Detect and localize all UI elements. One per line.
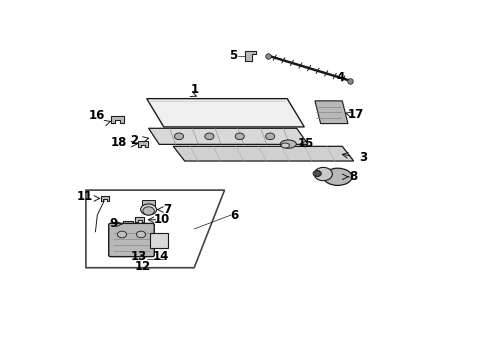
Polygon shape (123, 221, 133, 227)
Polygon shape (147, 99, 304, 127)
Circle shape (266, 133, 275, 140)
Bar (150, 233, 168, 248)
Polygon shape (315, 101, 348, 123)
Ellipse shape (323, 168, 352, 185)
Text: 9: 9 (110, 217, 118, 230)
Text: 15: 15 (298, 137, 315, 150)
Text: 17: 17 (347, 108, 364, 121)
Text: 4: 4 (336, 71, 344, 84)
Text: 5: 5 (229, 49, 237, 62)
Polygon shape (138, 141, 148, 147)
Circle shape (205, 133, 214, 140)
Polygon shape (101, 196, 109, 201)
Polygon shape (245, 51, 256, 61)
Text: 2: 2 (130, 134, 138, 147)
Text: 11: 11 (77, 190, 93, 203)
Circle shape (136, 231, 146, 238)
Bar (142, 199, 155, 204)
Circle shape (118, 231, 126, 238)
Ellipse shape (280, 140, 296, 148)
Text: 14: 14 (152, 250, 169, 263)
Text: 1: 1 (191, 83, 199, 96)
Text: 18: 18 (111, 136, 127, 149)
Polygon shape (173, 146, 354, 161)
Circle shape (174, 133, 184, 140)
Text: 8: 8 (349, 170, 358, 183)
Ellipse shape (313, 170, 321, 176)
Polygon shape (111, 116, 123, 123)
FancyBboxPatch shape (109, 223, 154, 257)
Text: 6: 6 (230, 208, 238, 221)
Text: 16: 16 (89, 109, 105, 122)
Text: 12: 12 (135, 260, 151, 273)
Text: 13: 13 (131, 250, 147, 263)
Polygon shape (135, 217, 145, 222)
Ellipse shape (143, 207, 154, 215)
Text: 10: 10 (154, 213, 171, 226)
Text: 7: 7 (163, 203, 171, 216)
Text: 3: 3 (360, 151, 368, 164)
Ellipse shape (141, 204, 157, 215)
Ellipse shape (281, 143, 290, 148)
Ellipse shape (314, 167, 332, 181)
Circle shape (235, 133, 245, 140)
Polygon shape (148, 128, 308, 144)
